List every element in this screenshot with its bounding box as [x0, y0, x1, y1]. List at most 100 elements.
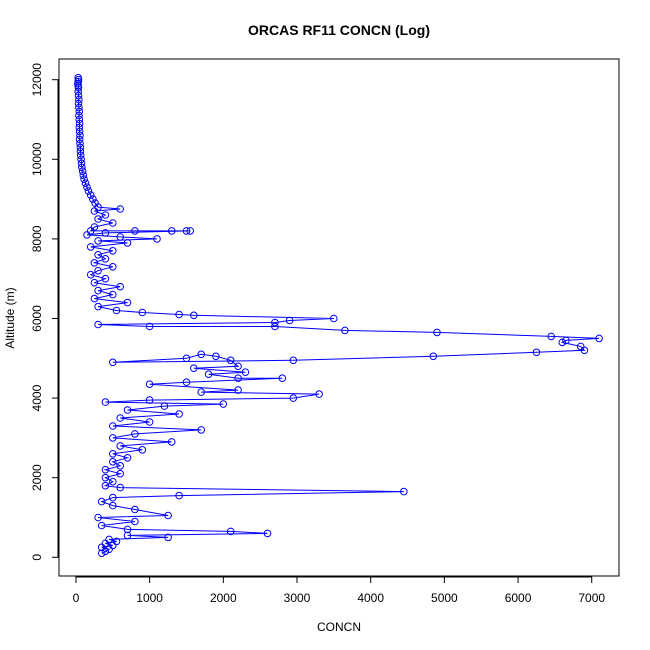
data-point	[84, 187, 93, 195]
y-axis-label: Altitude (m)	[3, 287, 17, 348]
data-point	[131, 505, 139, 514]
data-point	[145, 380, 154, 389]
data-point	[101, 481, 110, 490]
data-point	[116, 233, 124, 241]
data-point	[94, 320, 102, 329]
y-tick-label: 0	[30, 554, 44, 561]
data-point	[123, 454, 132, 462]
data-point	[109, 247, 117, 255]
data-point	[75, 135, 84, 144]
data-point	[80, 175, 88, 183]
data-point	[75, 95, 83, 104]
data-point	[433, 328, 441, 337]
y-axis: 0 2000 4000 6000 8000 10000 12000	[30, 63, 59, 561]
data-point	[90, 259, 99, 267]
data-point	[175, 491, 183, 500]
data-point	[138, 446, 147, 454]
data-point	[101, 211, 110, 219]
data-point	[532, 348, 541, 357]
data-point	[90, 294, 99, 303]
data-point	[289, 394, 298, 402]
data-point	[78, 167, 87, 175]
data-point	[285, 316, 294, 325]
data-point	[341, 326, 349, 335]
data-point	[109, 358, 117, 367]
data-point	[76, 131, 84, 140]
x-tick-label: 2000	[210, 591, 237, 605]
data-point	[131, 430, 139, 438]
data-point	[86, 270, 95, 279]
data-point	[76, 143, 85, 152]
data-point	[97, 549, 106, 558]
x-axis: 0 1000 2000 3000 4000 5000 6000 7000	[73, 576, 605, 605]
data-point	[112, 306, 121, 315]
data-point	[74, 83, 83, 92]
data-point	[164, 511, 172, 520]
data-point	[109, 458, 117, 466]
data-point	[94, 302, 102, 311]
data-point	[101, 254, 110, 263]
data-point	[175, 310, 183, 319]
data-point	[109, 493, 117, 502]
data-point	[90, 278, 99, 287]
data-point	[226, 527, 235, 536]
data-point	[558, 338, 567, 347]
data-point	[263, 529, 272, 538]
data-point	[234, 386, 242, 394]
data-point	[197, 350, 205, 359]
data-point	[109, 422, 117, 430]
data-point	[109, 290, 117, 299]
data-point	[76, 147, 85, 156]
data-point	[75, 107, 84, 116]
x-tick-label: 6000	[505, 591, 532, 605]
data-point	[123, 239, 132, 247]
data-point	[76, 151, 85, 160]
data-point	[94, 237, 102, 245]
data-point	[109, 219, 117, 227]
y-tick-label: 6000	[30, 305, 44, 332]
data-point	[75, 127, 84, 136]
data-point	[595, 334, 603, 343]
data-point	[83, 183, 91, 191]
data-point	[138, 308, 147, 317]
data-point	[97, 521, 106, 530]
data-point	[75, 119, 84, 128]
data-point	[75, 111, 83, 120]
data-point	[76, 139, 84, 148]
series-line	[77, 77, 600, 554]
data-point	[78, 163, 86, 172]
data-point	[153, 235, 161, 243]
data-point	[116, 442, 124, 450]
chart-title: ORCAS RF11 CONCN (Log)	[248, 22, 430, 38]
data-point	[271, 322, 279, 331]
data-point	[190, 311, 198, 320]
data-point	[400, 487, 408, 496]
data-point	[429, 352, 438, 361]
data-point	[109, 477, 117, 486]
data-point	[109, 450, 117, 458]
data-point	[94, 266, 102, 275]
data-point	[160, 402, 169, 410]
x-tick-label: 5000	[431, 591, 458, 605]
y-tick-label: 2000	[30, 464, 44, 491]
data-point	[86, 243, 95, 251]
data-point	[94, 251, 102, 259]
data-point	[74, 87, 82, 96]
data-point	[330, 314, 338, 323]
data-point	[145, 418, 154, 426]
data-point	[167, 438, 176, 446]
data-point	[116, 414, 124, 422]
data-point	[562, 336, 570, 345]
x-tick-label: 0	[73, 591, 80, 605]
data-point	[101, 473, 110, 482]
data-point	[131, 227, 139, 235]
x-tick-label: 7000	[578, 591, 605, 605]
data-point	[123, 525, 132, 534]
data-point	[186, 227, 194, 235]
y-tick-label: 4000	[30, 384, 44, 411]
data-point	[116, 483, 124, 492]
data-point	[197, 426, 205, 434]
data-point	[109, 501, 117, 510]
